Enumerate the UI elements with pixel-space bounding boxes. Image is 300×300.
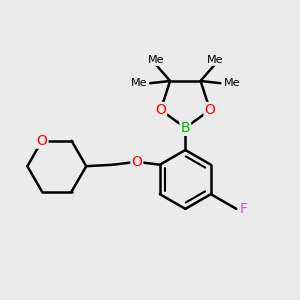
Text: B: B — [181, 121, 190, 135]
Text: Me: Me — [224, 78, 240, 88]
Text: O: O — [131, 155, 142, 169]
Text: O: O — [155, 103, 166, 117]
Text: Me: Me — [131, 78, 147, 88]
Text: Me: Me — [207, 55, 223, 65]
Text: F: F — [239, 202, 247, 216]
Text: Me: Me — [148, 55, 164, 65]
Text: O: O — [37, 134, 47, 148]
Text: O: O — [205, 103, 215, 117]
